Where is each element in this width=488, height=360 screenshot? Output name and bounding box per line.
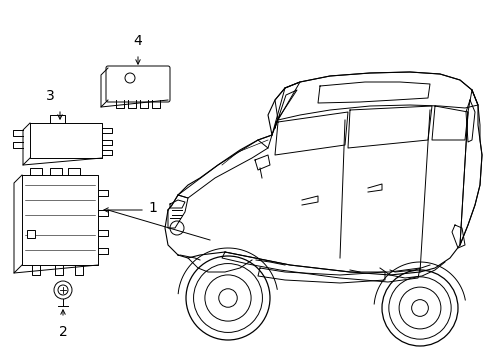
Text: 2: 2 bbox=[59, 325, 67, 339]
Text: 1: 1 bbox=[148, 201, 157, 215]
Text: 3: 3 bbox=[45, 89, 54, 103]
FancyBboxPatch shape bbox=[106, 66, 170, 102]
Text: 4: 4 bbox=[133, 34, 142, 48]
FancyBboxPatch shape bbox=[27, 230, 35, 238]
